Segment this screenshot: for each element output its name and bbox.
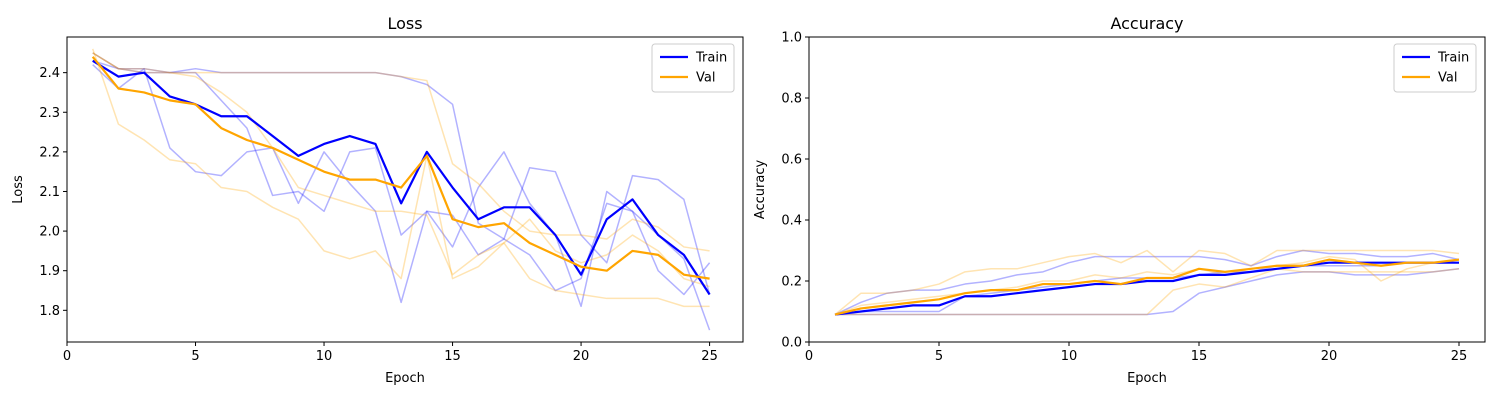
- accuracy-run-line-6: [835, 268, 1460, 316]
- accuracy-legend: Train Val: [1393, 43, 1477, 93]
- accuracy-run-line-1: [834, 249, 1460, 316]
- accuracy-x-tick-label: 0: [805, 349, 813, 364]
- accuracy-series-val-line: [834, 258, 1460, 316]
- accuracy-x-tick-label: 5: [935, 349, 943, 364]
- loss-run-line-5: [92, 52, 710, 288]
- loss-run-line-2: [92, 52, 711, 331]
- loss-x-tick-label: 5: [191, 349, 199, 364]
- loss-x-tick-label: 0: [63, 349, 71, 364]
- accuracy-run-line-4: [834, 249, 1460, 316]
- loss-y-tick-label: 2.2: [39, 145, 60, 160]
- accuracy-y-tick-label: 0.8: [781, 92, 802, 107]
- accuracy-run-line-2: [835, 268, 1460, 316]
- loss-run-line-3: [92, 60, 711, 295]
- accuracy-x-tick-label: 15: [1191, 349, 1208, 364]
- loss-series-train-line: [92, 59, 711, 296]
- accuracy-plot-area: [834, 249, 1460, 316]
- accuracy-axes-frame: [808, 36, 1486, 343]
- loss-y-tick-label: 2.0: [39, 225, 60, 240]
- loss-plot-area: [91, 48, 711, 331]
- loss-y-tick-label: 1.8: [39, 304, 60, 319]
- loss-y-axis-label: Loss: [11, 175, 26, 204]
- accuracy-x-tick-label: 10: [1061, 349, 1078, 364]
- loss-legend-label-train: Train: [695, 51, 727, 66]
- accuracy-legend-label-train: Train: [1437, 51, 1469, 66]
- loss-y-tick-label: 2.1: [39, 185, 60, 200]
- loss-x-tick-label: 25: [701, 349, 718, 364]
- loss-y-tick-label: 2.3: [39, 106, 60, 121]
- loss-legend: Train Val: [651, 43, 735, 93]
- accuracy-x-tick-label: 20: [1321, 349, 1338, 364]
- accuracy-legend-label-val: Val: [1438, 71, 1457, 86]
- loss-y-tick-label: 2.4: [39, 66, 60, 81]
- loss-panel: 0 5 10 15 20 25 1.8 1.9 2.0 2.1 2.2 2.3 2.4 Loss Epoch…: [11, 14, 744, 386]
- accuracy-panel: 0 5 10 15 20 25 0.0 0.2 0.4 0.6 0.8 1.0 Accuracy Epoc…: [753, 14, 1486, 386]
- loss-x-tick-label: 15: [444, 349, 461, 364]
- accuracy-series-train-line: [834, 261, 1459, 316]
- loss-axes-frame: [66, 36, 744, 343]
- loss-x-tick-label: 20: [573, 349, 590, 364]
- loss-run-line-1: [92, 64, 711, 308]
- accuracy-y-tick-label: 0.0: [781, 336, 802, 351]
- loss-legend-label-val: Val: [696, 71, 715, 86]
- accuracy-y-tick-label: 0.2: [781, 275, 802, 290]
- accuracy-y-tick-label: 0.6: [781, 153, 802, 168]
- accuracy-y-axis-label: Accuracy: [753, 160, 768, 220]
- loss-run-line-6: [92, 52, 710, 252]
- accuracy-y-tick-label: 0.4: [781, 214, 802, 229]
- loss-run-line-4: [91, 48, 710, 308]
- accuracy-x-tick-label: 25: [1451, 349, 1468, 364]
- loss-y-tick-label: 1.9: [39, 264, 60, 279]
- accuracy-run-line-5: [834, 255, 1459, 316]
- loss-x-axis-label: Epoch: [385, 371, 425, 386]
- loss-x-tick-label: 10: [316, 349, 333, 364]
- loss-series-val-line: [91, 56, 710, 280]
- accuracy-chart-title: Accuracy: [1110, 14, 1183, 33]
- accuracy-run-line-3: [834, 261, 1459, 316]
- accuracy-y-tick-label: 1.0: [781, 31, 802, 46]
- loss-chart-title: Loss: [387, 14, 422, 33]
- accuracy-x-axis-label: Epoch: [1127, 371, 1167, 386]
